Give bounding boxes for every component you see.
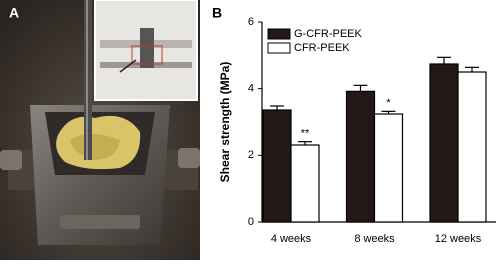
legend-label: CFR-PEEK — [294, 42, 350, 54]
bar — [457, 71, 487, 223]
annotation: * — [386, 97, 391, 109]
x-tick-label: 12 weeks — [435, 233, 482, 245]
y-tick-label: 0 — [248, 216, 254, 228]
bar — [290, 144, 320, 223]
photo — [0, 0, 200, 260]
panel-label: A — [9, 5, 19, 21]
bar — [262, 109, 292, 223]
y-axis-label: Shear strength (MPa) — [218, 62, 232, 183]
y-tick-label: 6 — [248, 16, 254, 28]
annotation: ** — [301, 128, 310, 140]
x-tick-label: 8 weeks — [354, 233, 395, 245]
y-tick-label: 2 — [248, 149, 254, 161]
bar — [373, 113, 404, 223]
legend-swatch — [267, 42, 291, 54]
legend-swatch — [267, 28, 291, 40]
x-tick-label: 4 weeks — [271, 233, 312, 245]
bar — [429, 63, 459, 223]
y-tick-label: 4 — [248, 83, 254, 95]
panel-label: B — [212, 5, 222, 21]
legend-label: G-CFR-PEEK — [294, 28, 363, 40]
bar — [345, 90, 376, 223]
